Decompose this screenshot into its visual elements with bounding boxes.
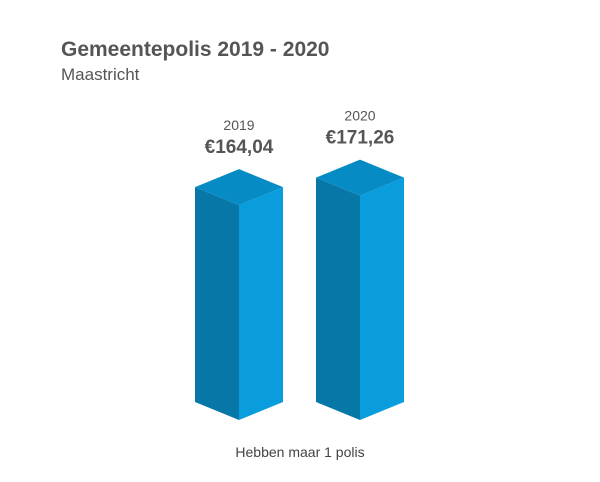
bar-top-face: [195, 169, 283, 206]
bar-right-face: [239, 187, 283, 420]
bar-left-face: [195, 187, 239, 420]
chart-subtitle: Maastricht: [61, 65, 140, 84]
value-label-2020: €171,26: [326, 128, 395, 149]
bar-2019: [195, 169, 283, 420]
bar-left-face: [316, 177, 360, 420]
x-axis-label: Hebben maar 1 polis: [235, 444, 365, 460]
year-label-2019: 2019: [223, 117, 254, 133]
bar-right-face: [360, 177, 404, 420]
value-label-2019: €164,04: [205, 137, 274, 158]
chart-title: Gemeentepolis 2019 - 2020: [61, 38, 330, 61]
bar-top-face: [316, 159, 404, 196]
year-label-2020: 2020: [344, 108, 375, 124]
bar-2020: [316, 159, 404, 420]
